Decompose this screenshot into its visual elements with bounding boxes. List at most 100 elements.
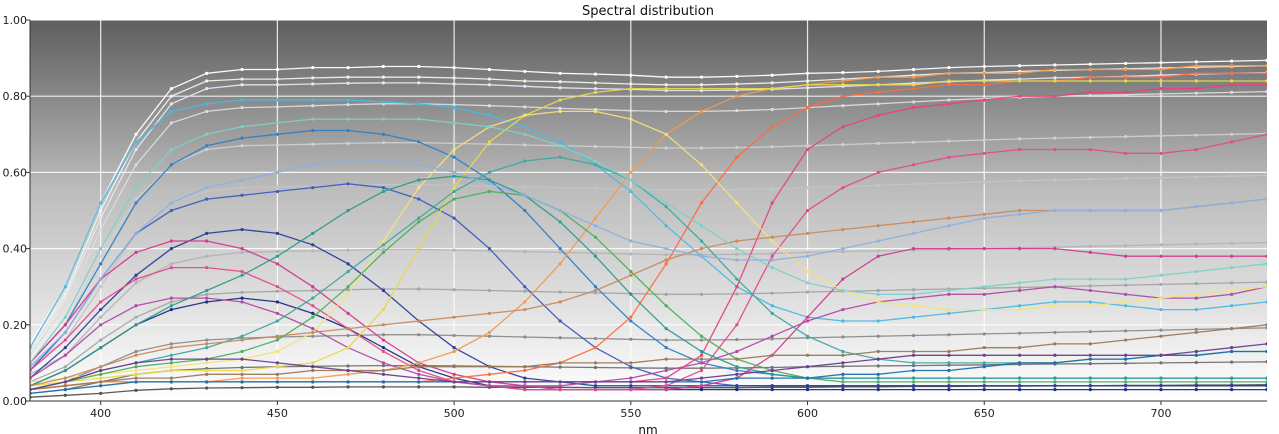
data-point bbox=[947, 349, 951, 354]
data-point bbox=[381, 338, 386, 342]
data-point bbox=[735, 349, 739, 354]
data-point bbox=[311, 186, 315, 190]
data-point bbox=[805, 319, 810, 323]
data-point bbox=[311, 117, 315, 121]
data-point bbox=[63, 304, 67, 308]
data-point bbox=[523, 208, 527, 213]
data-point bbox=[805, 365, 810, 369]
data-point bbox=[1159, 176, 1163, 180]
data-point bbox=[381, 363, 386, 368]
data-point bbox=[629, 82, 633, 86]
series-path bbox=[30, 65, 1267, 349]
data-point bbox=[1088, 62, 1092, 66]
data-point bbox=[876, 357, 880, 361]
data-point bbox=[735, 94, 739, 98]
data-point bbox=[1194, 147, 1198, 152]
data-point bbox=[169, 239, 173, 243]
data-point bbox=[735, 187, 739, 192]
data-point bbox=[629, 252, 633, 256]
data-point bbox=[99, 201, 103, 205]
x-tick-label: 500 bbox=[444, 407, 465, 420]
data-point bbox=[311, 376, 315, 380]
data-point bbox=[982, 151, 986, 155]
data-point bbox=[205, 296, 209, 300]
data-point bbox=[911, 363, 916, 368]
data-point bbox=[593, 109, 598, 114]
data-point bbox=[240, 98, 244, 102]
data-point bbox=[558, 365, 562, 369]
data-point bbox=[134, 281, 138, 285]
data-point bbox=[381, 385, 386, 389]
data-point bbox=[523, 384, 527, 388]
data-point bbox=[311, 128, 315, 133]
data-point bbox=[735, 74, 739, 78]
data-point bbox=[169, 266, 173, 270]
data-point bbox=[911, 333, 916, 338]
data-point bbox=[99, 254, 103, 258]
data-point bbox=[381, 243, 386, 247]
data-point bbox=[346, 81, 350, 85]
data-point bbox=[417, 117, 421, 121]
data-point bbox=[1053, 94, 1057, 98]
data-point bbox=[947, 71, 951, 75]
data-point bbox=[805, 315, 810, 319]
data-point bbox=[1230, 304, 1234, 308]
data-point bbox=[487, 372, 492, 376]
data-point bbox=[558, 140, 562, 144]
data-point bbox=[275, 254, 279, 258]
data-point bbox=[523, 376, 527, 380]
data-point bbox=[593, 288, 598, 293]
data-point bbox=[982, 98, 986, 102]
data-point bbox=[205, 368, 209, 373]
data-point bbox=[876, 90, 880, 94]
data-point bbox=[381, 117, 386, 121]
data-point bbox=[134, 186, 138, 190]
data-point bbox=[275, 132, 279, 136]
data-point bbox=[346, 208, 350, 213]
data-point bbox=[629, 319, 633, 323]
series-line bbox=[30, 58, 1267, 346]
data-point bbox=[205, 357, 209, 361]
data-point bbox=[205, 186, 209, 190]
data-point bbox=[1088, 357, 1092, 361]
data-point bbox=[1124, 353, 1128, 357]
data-point bbox=[487, 189, 492, 194]
data-point bbox=[99, 368, 103, 373]
data-point bbox=[1230, 376, 1234, 380]
data-point bbox=[346, 372, 350, 376]
data-point bbox=[664, 376, 668, 380]
series-path bbox=[30, 160, 1267, 368]
data-point bbox=[1018, 331, 1022, 335]
data-point bbox=[629, 187, 633, 191]
data-point bbox=[593, 361, 598, 365]
series-line bbox=[30, 239, 1267, 392]
data-point bbox=[346, 368, 350, 373]
data-point bbox=[63, 330, 67, 335]
data-point bbox=[346, 159, 350, 163]
data-point bbox=[134, 365, 138, 369]
data-point bbox=[1159, 387, 1163, 392]
series-path bbox=[30, 190, 1267, 391]
data-point bbox=[205, 380, 209, 384]
series-path bbox=[30, 343, 1267, 391]
data-point bbox=[558, 247, 562, 251]
data-point bbox=[1018, 307, 1022, 312]
data-point bbox=[417, 75, 421, 79]
data-point bbox=[1159, 61, 1163, 65]
data-point bbox=[629, 239, 633, 243]
data-point bbox=[1018, 212, 1022, 216]
data-point bbox=[629, 365, 633, 369]
data-point bbox=[593, 186, 598, 191]
data-point bbox=[205, 231, 209, 235]
data-point bbox=[805, 231, 810, 235]
data-point bbox=[1194, 296, 1198, 300]
data-point bbox=[275, 83, 279, 87]
data-point bbox=[947, 79, 951, 83]
data-point bbox=[558, 319, 562, 323]
data-point bbox=[523, 132, 527, 136]
data-point bbox=[558, 86, 562, 90]
data-point bbox=[1053, 67, 1057, 72]
data-point bbox=[1230, 79, 1234, 83]
data-point bbox=[735, 376, 739, 380]
data-point bbox=[911, 376, 916, 380]
